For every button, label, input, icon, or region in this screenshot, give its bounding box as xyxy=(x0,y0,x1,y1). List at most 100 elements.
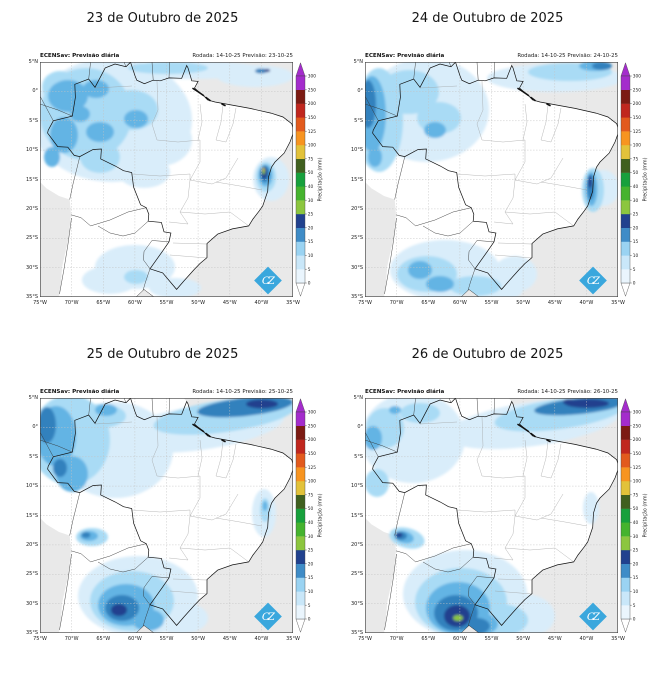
precip-blob xyxy=(128,62,208,74)
precip-blob xyxy=(588,176,592,188)
colorbar-tick-label: 0 xyxy=(308,617,311,623)
lat-tick-label: 35°S xyxy=(25,630,38,636)
colorbar-tick-label: 15 xyxy=(633,239,639,245)
colorbar-tick-label: 75 xyxy=(308,156,314,162)
precip-blob xyxy=(53,459,67,477)
precip-blob xyxy=(365,469,389,497)
lon-tick-label: 50°W xyxy=(516,636,531,642)
precip-blob xyxy=(44,147,60,167)
colorbar-tick-label: 0 xyxy=(633,617,636,623)
precip-blob xyxy=(111,604,127,616)
colorbar-tick-label: 25 xyxy=(308,548,314,554)
precip-blob xyxy=(449,276,501,296)
precipitation-map: 5°N 0° 5°S 10°S 15°S 20°S 25°S 30°S 35°S 75°W 70°… xyxy=(351,59,625,306)
colorbar-tick-label: 10 xyxy=(308,253,314,259)
colorbar-tick-label: 150 xyxy=(308,115,316,121)
precipitation-colorbar: 0 5 10 15 20 25 30 40 50 75 100 125 150 200 250 300 xyxy=(620,398,641,633)
precip-blob xyxy=(86,122,114,142)
colorbar-tick-label: 300 xyxy=(308,74,316,80)
lat-tick-label: 10°S xyxy=(350,483,363,490)
colorbar-tick-label: 150 xyxy=(633,115,641,121)
lon-tick-label: 70°W xyxy=(389,636,404,642)
map-header: ECENSav: Previsão diária Rodada: 14-10-2… xyxy=(365,389,618,395)
precip-blob xyxy=(70,106,90,122)
colorbar-tick-label: 75 xyxy=(633,156,639,162)
precip-blob xyxy=(592,62,612,70)
lon-tick-label: 75°W xyxy=(358,636,372,642)
colorbar-tick-label: 20 xyxy=(308,225,314,231)
precip-blob xyxy=(583,492,599,524)
lat-tick-label: 25°S xyxy=(25,571,38,578)
model-name-label: ECENSav: Previsão diária xyxy=(40,389,120,395)
colorbar-tick-label: 30 xyxy=(308,198,314,204)
colorbar-tick-label: 50 xyxy=(633,506,639,512)
colorbar-tick-label: 40 xyxy=(633,520,639,526)
precip-blob xyxy=(124,110,148,128)
precip-blob xyxy=(246,399,278,409)
lon-tick-label: 55°W xyxy=(159,300,174,306)
colorbar-tick-label: 250 xyxy=(308,87,316,93)
lat-tick-label: 5°N xyxy=(353,59,363,65)
colorbar-tick-label: 200 xyxy=(308,101,316,107)
lat-tick-label: 5°S xyxy=(354,117,363,124)
map-canvas xyxy=(40,62,293,297)
colorbar-tick-label: 40 xyxy=(308,520,314,526)
lon-tick-label: 65°W xyxy=(421,636,436,642)
lon-tick-label: 75°W xyxy=(358,300,372,306)
lat-tick-label: 20°S xyxy=(25,541,38,548)
lat-tick-label: 30°S xyxy=(25,600,38,607)
lat-tick-label: 15°S xyxy=(350,512,363,519)
precip-blob xyxy=(453,615,463,621)
precip-blob xyxy=(262,167,265,172)
colorbar-tick-label: 5 xyxy=(633,603,636,609)
run-forecast-label: Rodada: 14-10-25 Previsão: 25-10-25 xyxy=(192,389,293,395)
colorbar-tick-label: 5 xyxy=(308,603,311,609)
colorbar-tick-label: 30 xyxy=(308,534,314,540)
panel-title: 26 de Outubro de 2025 xyxy=(411,347,564,362)
lat-tick-label: 0° xyxy=(32,424,38,431)
map-header: ECENSav: Previsão diária Rodada: 14-10-2… xyxy=(40,53,293,59)
precip-blob xyxy=(563,399,575,405)
lat-tick-label: 5°S xyxy=(29,453,38,460)
precip-blob xyxy=(48,80,88,112)
lon-tick-label: 40°W xyxy=(579,636,594,642)
colorbar-tick-label: 20 xyxy=(633,225,639,231)
lon-tick-label: 45°W xyxy=(222,300,237,306)
colorbar-tick-label: 150 xyxy=(633,451,641,457)
lat-tick-label: 0° xyxy=(357,424,363,431)
colorbar-tick-label: 250 xyxy=(633,87,641,93)
panel-title: 23 de Outubro de 2025 xyxy=(86,11,239,26)
colorbar-tick-label: 15 xyxy=(308,575,314,581)
lat-tick-label: 30°S xyxy=(350,600,363,607)
colorbar-tick-label: 50 xyxy=(308,506,314,512)
colorbar-tick-label: 300 xyxy=(308,410,316,416)
lon-tick-label: 65°W xyxy=(421,300,436,306)
lon-tick-label: 35°W xyxy=(286,636,300,642)
lat-tick-label: 5°N xyxy=(353,395,363,401)
precip-blob xyxy=(379,70,439,114)
lat-tick-label: 10°S xyxy=(25,147,38,154)
lon-tick-label: 55°W xyxy=(484,636,499,642)
lat-tick-label: 0° xyxy=(32,88,38,95)
precip-blob xyxy=(400,403,440,423)
lat-tick-label: 20°S xyxy=(25,205,38,212)
lon-tick-label: 65°W xyxy=(96,300,111,306)
lon-tick-label: 45°W xyxy=(222,636,237,642)
precip-blob xyxy=(395,532,403,538)
lon-tick-label: 55°W xyxy=(159,636,174,642)
colorbar-label-wrap: Precipitação (mm) xyxy=(641,62,650,297)
forecast-panel-24: 24 de Outubro de 2025 ECENSav: Previsão … xyxy=(325,0,650,336)
colorbar-label: Precipitação (mm) xyxy=(318,157,324,202)
lat-tick-label: 35°S xyxy=(350,630,363,636)
precip-blob xyxy=(217,65,293,87)
precip-blob xyxy=(82,266,138,294)
precip-blob xyxy=(95,404,117,416)
lon-tick-label: 60°W xyxy=(452,636,467,642)
precip-blob xyxy=(83,80,109,98)
colorbar-tick-label: 25 xyxy=(308,212,314,218)
precip-blob xyxy=(389,406,401,414)
colorbar-tick-label: 5 xyxy=(633,267,636,273)
map-canvas xyxy=(40,398,293,633)
precip-blob xyxy=(124,270,148,284)
precip-blob xyxy=(255,68,267,74)
